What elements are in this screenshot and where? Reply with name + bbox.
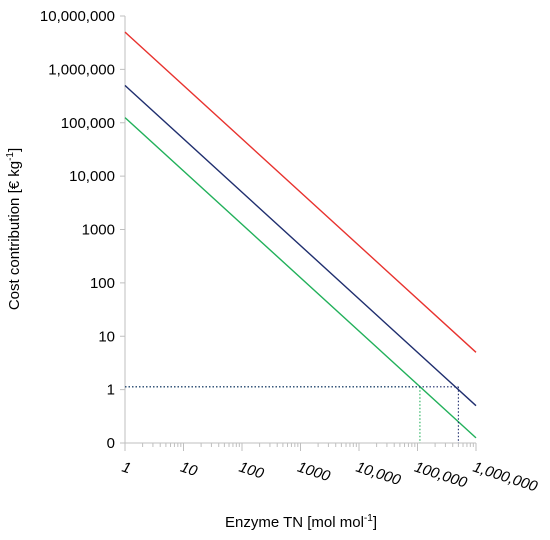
y-tick-label: 10 [98,328,115,345]
x-axis-title: Enzyme TN [mol mol-1] [225,513,377,531]
y-tick-label: 1000 [82,222,115,239]
y-tick-label: 10,000,000 [40,8,115,25]
x-tick-label: 100,000 [412,459,469,492]
series-layer [124,31,477,439]
series-line-1 [124,31,477,353]
reference-lines [125,386,459,443]
x-tick-label: 100 [237,459,267,483]
x-tick-label: 1000 [295,459,333,486]
x-tick-label: 10 [178,459,200,481]
series-line-2 [124,84,477,407]
y-tick-label: 0 [107,435,115,452]
y-tick-label: 100,000 [61,115,115,132]
series-line-3 [124,117,477,439]
x-tick-label: 1 [120,459,133,478]
y-axis-title: Cost contribution [€ kg-1] [5,148,23,310]
labels: 0110100100010,000100,0001,000,00010,000,… [5,8,540,531]
y-tick-label: 1 [107,382,115,399]
x-tick-label: 10,000 [354,459,404,490]
axes [120,15,477,451]
y-tick-label: 100 [90,275,115,292]
y-tick-label: 10,000 [69,168,115,185]
x-tick-label: 1,000,000 [471,459,540,496]
y-tick-label: 1,000,000 [48,61,115,78]
